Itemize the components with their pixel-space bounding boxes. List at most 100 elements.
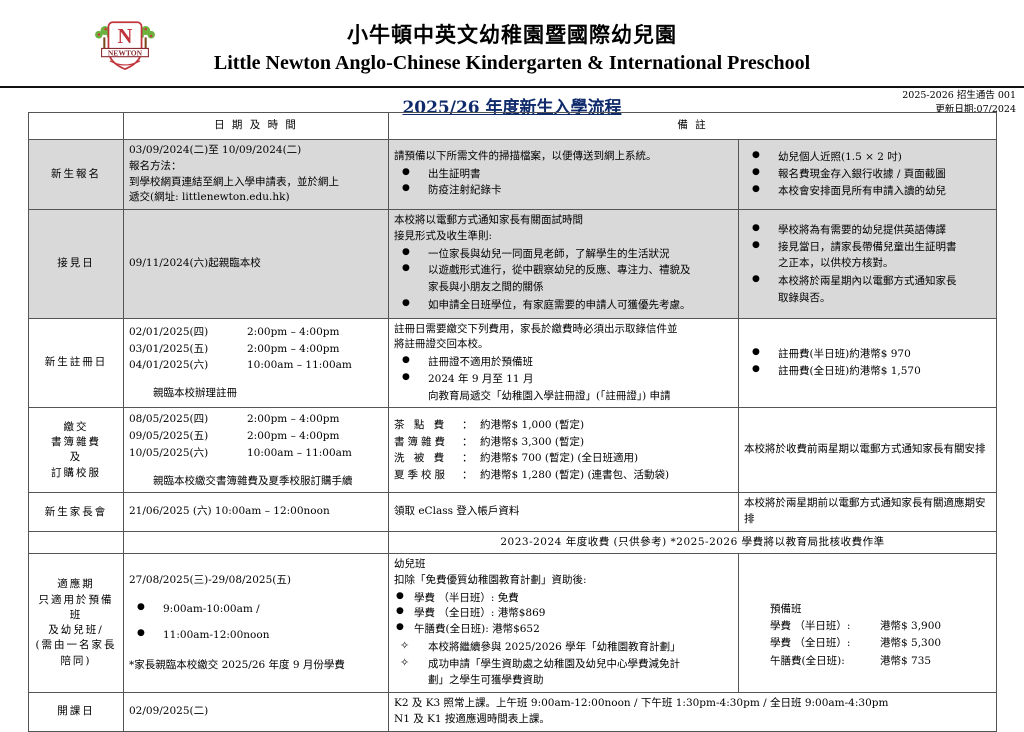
stage-line: 陪同) <box>60 654 92 667</box>
date-time-line: 09/05/2025(五) 2:00pm – 4:00pm <box>129 428 383 445</box>
stage-line: 及 <box>69 451 83 464</box>
extra-cell-fees-uniform: 本校將於收費前兩星期以電郵方式通知家長有關安排 <box>738 407 997 494</box>
stage-line: 適應期 <box>57 578 95 591</box>
stage-line: 訂購校服 <box>51 466 101 479</box>
remark-bullet-list-2: 如申請全日班學位，有家庭需要的申請人可獲優先考慮。 <box>394 297 733 314</box>
remark-cell-enrolment-day: 註冊日需要繳交下列費用，家長於繳費時必須出示取錄信件並 將註冊證交回本校。 註冊… <box>388 317 739 409</box>
date-line: 報名方法： <box>129 159 182 172</box>
fee-value: 約港幣$ 1,280 (暫定) (連書包、活動袋) <box>480 469 670 482</box>
stage-line: 只適用於預備班 <box>38 593 114 621</box>
remark-bullet-list: 學費 （半日班）: 免費 學費 （全日班）: 港幣$869 午膳費(全日班): … <box>394 590 733 638</box>
remark-diamond-list: 本校將繼續參與 2025/2026 學年「幼稚園教育計劃」 成功申請「學生資助處… <box>394 638 733 673</box>
list-item-continuation: 家長與小朋友之間的關係 <box>428 281 544 293</box>
date-cell-registration: 03/09/2024(二)至 10/09/2024(二) 報名方法： 到學校網頁… <box>123 139 389 210</box>
prep-class-fee-block: 預備班 學費 （半日班）: 港幣$ 3,900 學費 （全日班）: 港幣$ 5,… <box>744 576 991 670</box>
fee-value: 約港幣$ 1,000 (暫定) <box>480 418 585 431</box>
fee-label: 書簿雜費 <box>394 435 448 448</box>
remark-bullet-list: 出生証明書 防疫注射紀錄卡 <box>394 166 733 200</box>
fee-colon: ： <box>462 418 473 431</box>
fee-label: 學費 （半日班）: <box>770 620 851 633</box>
list-item: 註冊費(全日班)約港幣$ 1,570 <box>744 363 991 380</box>
fee-banner-text: 2023-2024 年度收費 (只供參考) *2025-2026 學費將以教育局… <box>388 530 997 555</box>
list-item: 學費 （半日班）: 免費 <box>394 590 733 607</box>
stage-label-fees-uniform: 繳交 書簿雜費 及 訂購校服 <box>28 407 124 494</box>
fee-label: 洗 被 費 <box>394 452 448 465</box>
fee-banner-stage-empty <box>28 530 124 555</box>
remark-cell-adaptation: 幼兒班 扣除「免費優質幼稚園教育計劃」資助後: 學費 （半日班）: 免費 學費 … <box>388 553 739 694</box>
svg-text:N: N <box>118 26 133 48</box>
admission-flow-table: 日 期 及 時 間 備 註 新生報名 03/09/2024(二)至 10/09/… <box>28 112 997 732</box>
date-value: 08/05/2025(四) <box>129 413 209 426</box>
school-name-english: Little Newton Anglo-Chinese Kindergarten… <box>213 52 811 75</box>
stage-line: (需由一名家長 <box>35 639 117 652</box>
fee-value: 約港幣$ 700 (暫定) (全日班適用) <box>480 452 639 465</box>
date-line: 09/11/2024(六)起親臨本校 <box>129 256 261 269</box>
stage-label-interview: 接見日 <box>28 209 124 319</box>
list-item: 報名費現金存入銀行收據 / 頁面截圖 <box>744 166 991 183</box>
school-title-block: 小牛頓中英文幼稚園暨國際幼兒園 Little Newton Anglo-Chin… <box>0 0 1024 76</box>
list-item-continuation: 之正本，以供校方核對。 <box>778 257 894 270</box>
list-item: 本校會安排面見所有申請入讀的幼兒 <box>744 183 991 200</box>
fee-line: 學費 （全日班）: 港幣$ 5,300 <box>770 635 991 652</box>
list-item: 學校將為有需要的幼兒提供英語傳譯 <box>744 222 991 239</box>
extra-cell-parents-meeting: 本校將於兩星期前以電郵方式通知家長有關適應期安排 <box>738 492 997 532</box>
fee-line: 茶 點 費 ： 約港幣$ 1,000 (暫定) <box>394 417 733 434</box>
fee-line: 學費 （半日班）: 港幣$ 3,900 <box>770 618 991 635</box>
list-item: 出生証明書 <box>394 166 733 183</box>
remark-cell-parents-meeting: 領取 eClass 登入帳戶資料 <box>388 492 739 532</box>
table-header-row: 日 期 及 時 間 備 註 <box>28 112 997 140</box>
column-header-remark: 備 註 <box>388 112 997 140</box>
stage-label-adaptation: 適應期 只適用於預備班 及幼兒班/ (需由一名家長 陪同) <box>28 553 124 694</box>
list-item: 學費 （全日班）: 港幣$869 <box>394 605 733 622</box>
header-divider <box>0 86 1024 88</box>
list-item: 9:00am-10:00am / <box>129 601 383 618</box>
document-meta: 2025-2026 招生通告 001 更新日期:07/2024 <box>902 89 1016 118</box>
list-item: 以遊戲形式進行，從中觀察幼兒的反應、專注力、禮貌及 <box>394 262 733 279</box>
schedule-line: K2 及 K3 照常上課。上午班 9:00am-12:00noon / 下午班 … <box>394 697 889 710</box>
fee-label: 夏季校服 <box>394 469 448 482</box>
school-logo-icon: N NEWTON <box>90 14 160 76</box>
extra-cell-interview: 學校將為有需要的幼兒提供英語傳譯 接見當日，請家長帶備兒童出生証明書 之正本，以… <box>738 209 997 319</box>
table-row: 新生家長會 21/06/2025 (六) 10:00am – 12:00noon… <box>28 492 997 532</box>
list-item-continuation: 劃」之學生可獲學費資助 <box>428 674 544 687</box>
stage-line: 繳交 <box>63 420 89 433</box>
schedule-line: N1 及 K1 按適應週時間表上課。 <box>394 712 550 725</box>
remark-cell-school-start: K2 及 K3 照常上課。上午班 9:00am-12:00noon / 下午班 … <box>388 692 997 732</box>
fee-line: 書簿雜費 ： 約港幣$ 3,300 (暫定) <box>394 434 733 451</box>
stage-line: 書簿雜費 <box>51 436 101 449</box>
fee-group-subtitle: 扣除「免費優質幼稚園教育計劃」資助後: <box>394 573 587 586</box>
remark-bullet-list: 一位家長與幼兒一同面見老師，了解學生的生活狀況 以遊戲形式進行，從中觀察幼兒的反… <box>394 246 733 280</box>
fee-colon: ： <box>462 469 473 482</box>
date-value: 04/01/2025(六) <box>129 359 209 372</box>
extra-cell-enrolment-day: 註冊費(半日班)約港幣$ 970 註冊費(全日班)約港幣$ 1,570 <box>738 317 997 409</box>
fee-label: 學費 （全日班）: <box>770 637 851 650</box>
list-item: 接見當日，請家長帶備兒童出生証明書 <box>744 239 991 256</box>
column-header-date-time: 日 期 及 時 間 <box>123 112 389 140</box>
extra-cell-adaptation: 預備班 學費 （半日班）: 港幣$ 3,900 學費 （全日班）: 港幣$ 5,… <box>738 553 997 694</box>
admission-flow-table-wrapper: 日 期 及 時 間 備 註 新生報名 03/09/2024(二)至 10/09/… <box>28 112 997 732</box>
fee-value: 港幣$ 3,900 <box>880 620 942 633</box>
list-item: 11:00am-12:00noon <box>129 627 383 644</box>
remark-intro: 領取 eClass 登入帳戶資料 <box>394 505 520 518</box>
time-value: 10:00am – 11:00am <box>247 359 352 372</box>
table-row: 繳交 書簿雜費 及 訂購校服 08/05/2025(四) 2:00pm – 4:… <box>28 407 997 494</box>
list-item: 成功申請「學生資助處之幼稚園及幼兒中心學費減免計 <box>394 655 733 673</box>
remark-intro: 將註冊證交回本校。 <box>394 338 489 351</box>
stage-label-school-start: 開課日 <box>28 692 124 732</box>
date-time-line: 02/01/2025(四) 2:00pm – 4:00pm <box>129 324 383 341</box>
fee-colon: ： <box>462 452 473 465</box>
fee-banner-row: 2023-2024 年度收費 (只供參考) *2025-2026 學費將以教育局… <box>28 530 997 555</box>
stage-label-enrolment-day: 新生註冊日 <box>28 317 124 409</box>
date-footer: 親臨本校辦理註冊 <box>153 387 237 400</box>
remark-intro: 本校將以電郵方式通知家長有關面試時間 <box>394 214 583 226</box>
fee-colon: ： <box>462 435 473 448</box>
extra-cell-registration: 幼兒個人近照(1.5 × 2 吋) 報名費現金存入銀行收據 / 頁面截圖 本校會… <box>738 139 997 210</box>
date-line: 到學校網頁連結至網上入學申請表，並於網上 <box>129 175 339 188</box>
fee-line: 午膳費(全日班): 港幣$ 735 <box>770 653 991 670</box>
fee-label: 茶 點 費 <box>394 418 448 431</box>
spacer <box>129 462 383 474</box>
time-value: 10:00am – 11:00am <box>247 446 352 459</box>
list-item: 一位家長與幼兒一同面見老師，了解學生的生活狀況 <box>394 246 733 263</box>
date-cell-enrolment-day: 02/01/2025(四) 2:00pm – 4:00pm 03/01/2025… <box>123 317 389 409</box>
stage-label-parents-meeting: 新生家長會 <box>28 492 124 532</box>
